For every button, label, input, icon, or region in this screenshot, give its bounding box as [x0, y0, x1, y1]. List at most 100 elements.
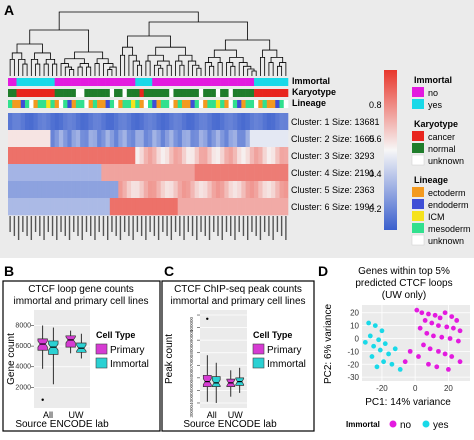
track-lineage-cell: [224, 100, 229, 108]
heatmap-cell: [173, 164, 178, 182]
heatmap-cell: [194, 181, 200, 199]
heatmap-cell: [67, 147, 72, 165]
dendrogram-branch: [153, 64, 162, 76]
heatmap-cell: [20, 198, 26, 216]
panel-c-ylabel: Peak count: [164, 334, 175, 384]
dendrogram-branch: [192, 64, 200, 76]
track-lineage-cell: [211, 100, 217, 108]
heatmap-cell: [228, 147, 234, 165]
scatter-point-no: [450, 325, 456, 331]
track-karyotype-cell: [131, 89, 136, 97]
heatmap-cell: [84, 147, 89, 165]
heatmap-cell: [131, 181, 136, 199]
scatter-point-yes: [362, 339, 368, 345]
heatmap-cell: [54, 113, 60, 131]
heatmap-cell: [80, 147, 85, 165]
heatmap-cell: [131, 147, 136, 165]
track-karyotype-cell: [249, 89, 255, 97]
heatmap-cell: [160, 164, 166, 182]
track-lineage-cell: [258, 100, 263, 108]
x-tick-label: All: [43, 410, 53, 420]
heatmap-cell: [20, 130, 26, 148]
heatmap-cell: [224, 198, 229, 216]
legend-lineage-title: Lineage: [414, 175, 448, 185]
track-lineage-cell: [254, 100, 259, 108]
heatmap-cell: [186, 198, 191, 216]
heatmap-cell: [258, 181, 263, 199]
heatmap-cell: [181, 198, 187, 216]
panel-a: A Immortal Karyotype Lineage Cluster: 1 …: [0, 0, 474, 258]
heatmap-cell: [173, 113, 178, 131]
heatmap-cell: [80, 198, 85, 216]
panel-d-title-line1: Genes within top 5%: [358, 266, 450, 277]
heatmap-cell: [75, 113, 81, 131]
heatmap-cell: [258, 130, 263, 148]
heatmap-cell: [220, 130, 225, 148]
heatmap-cell: [190, 181, 195, 199]
track-lineage-cell: [126, 100, 132, 108]
panel-c-legend-immortal-label: Immortal: [267, 359, 306, 370]
track-karyotype-cell: [190, 89, 195, 97]
track-karyotype-cell: [33, 89, 38, 97]
heatmap-cell: [80, 130, 85, 148]
heatmap-cell: [181, 113, 187, 131]
panel-b-boxplot: 2000 4000 6000 8000 All UW: [15, 322, 90, 420]
dendrogram-branch: [52, 63, 58, 76]
track-immortal-cell: [215, 78, 221, 86]
track-lineage-cell: [279, 100, 285, 108]
scatter-point-no: [432, 312, 438, 318]
heatmap-cell: [46, 164, 51, 182]
track-karyotype-cell: [92, 89, 98, 97]
track-lineage-cell: [160, 100, 166, 108]
heatmap-cell: [220, 198, 225, 216]
heatmap-cell: [139, 130, 145, 148]
track-lineage-cell: [97, 100, 102, 108]
heatmap-cell: [75, 130, 81, 148]
heatmap-cell: [275, 198, 280, 216]
track-immortal-cell: [16, 78, 22, 86]
track-lineage-cell: [194, 100, 200, 108]
heatmap-cell: [46, 113, 51, 131]
heatmap-cell: [181, 181, 187, 199]
heatmap-cell: [198, 130, 204, 148]
heatmap-cell: [283, 198, 289, 216]
heatmap-cell: [29, 181, 34, 199]
heatmap-cell: [237, 147, 242, 165]
heatmap-cell: [8, 198, 13, 216]
track-immortal-cell: [266, 78, 272, 86]
heatmap-cell: [88, 147, 94, 165]
track-immortal-cell: [20, 78, 26, 86]
heatmap-cell: [266, 198, 272, 216]
heatmap-cell: [224, 147, 229, 165]
heatmap-cell: [173, 181, 178, 199]
heatmap-cell: [215, 113, 221, 131]
heatmap-cell: [84, 130, 89, 148]
track-immortal-cell: [194, 78, 200, 86]
heatmap-cell: [275, 164, 280, 182]
heatmap-cell: [67, 164, 72, 182]
panel-d-legend-title: Immortal: [346, 420, 380, 429]
heatmap-cell: [232, 147, 238, 165]
heatmap-cell: [37, 164, 43, 182]
heatmap-cell: [215, 130, 221, 148]
heatmap-cell: [54, 181, 60, 199]
heatmap-cell: [16, 198, 22, 216]
cluster-label-6: Cluster: 6 Size: 1994: [291, 202, 375, 212]
heatmap-cell: [16, 181, 22, 199]
track-lineage-cell: [29, 100, 34, 108]
heatmap-cell: [29, 130, 34, 148]
track-immortal-cell: [169, 78, 174, 86]
heatmap-cell: [245, 164, 251, 182]
dendrogram-branch: [136, 64, 143, 76]
legend-immortal-title: Immortal: [414, 75, 452, 85]
heatmap-cell: [186, 130, 191, 148]
heatmap-cell: [190, 198, 195, 216]
scatter-point-no: [436, 323, 441, 329]
scatter-point-yes: [371, 343, 377, 349]
heatmap-cell: [50, 130, 55, 148]
heatmap-cell: [262, 181, 268, 199]
track-karyotype-cell: [97, 89, 102, 97]
dendrogram-branch: [179, 64, 185, 76]
heatmap-cell: [186, 147, 191, 165]
track-immortal-cell: [92, 78, 98, 86]
